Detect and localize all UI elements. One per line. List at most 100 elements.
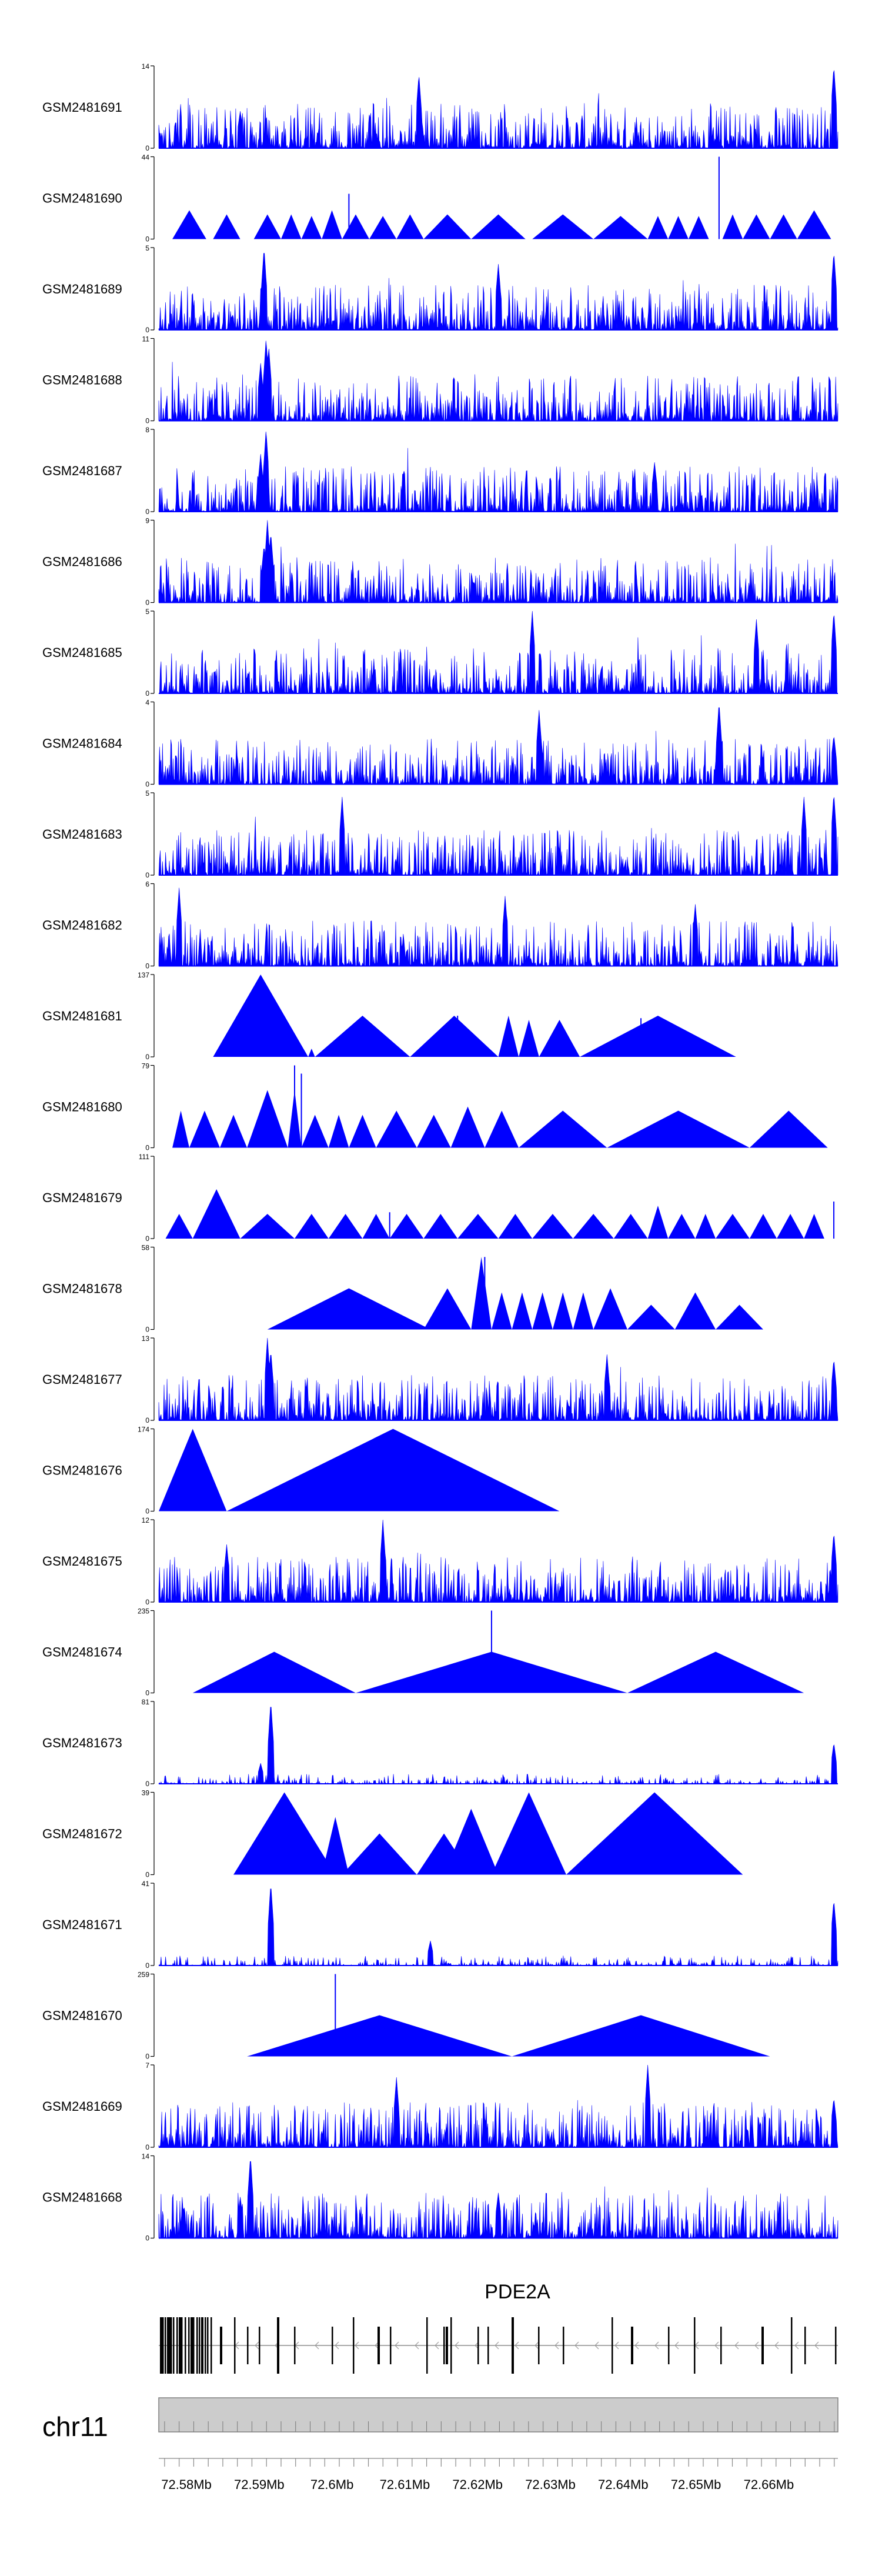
signal-triangle xyxy=(450,1106,485,1148)
y-max-label: 5 xyxy=(145,608,149,616)
signal-triangle xyxy=(770,214,797,239)
exon xyxy=(512,2317,514,2374)
exon xyxy=(538,2327,540,2364)
y-max-label: 8 xyxy=(145,426,149,434)
signal-triangle xyxy=(423,214,472,239)
strand-arrow xyxy=(654,2341,659,2350)
y-min-label: 0 xyxy=(145,1871,149,1879)
strand-arrow xyxy=(355,2341,359,2350)
signal-area xyxy=(158,610,838,695)
track-GSM2481687: GSM2481687 8 0 xyxy=(42,426,838,516)
y-max-label: 58 xyxy=(142,1244,150,1252)
signal-triangle xyxy=(532,1292,553,1330)
track-GSM2481680: GSM2481680 79 0 xyxy=(42,1062,828,1152)
signal-triangle xyxy=(165,1214,193,1239)
signal-triangle xyxy=(512,2015,770,2057)
signal-triangle xyxy=(647,1206,669,1239)
track-name: GSM2481681 xyxy=(42,1009,122,1023)
signal-triangle xyxy=(226,1429,560,1511)
signal-triangle xyxy=(233,1792,336,1875)
y-min-label: 0 xyxy=(145,1598,149,1606)
exon xyxy=(173,2317,175,2374)
strand-arrow xyxy=(794,2341,799,2350)
track-GSM2481668: GSM2481668 14 0 xyxy=(42,2153,838,2243)
signal-triangle xyxy=(580,1016,736,1057)
y-max-label: 41 xyxy=(142,1880,150,1888)
signal-triangle xyxy=(389,1214,424,1239)
strand-arrow xyxy=(714,2341,719,2350)
track-name: GSM2481675 xyxy=(42,1554,122,1569)
track-name: GSM2481680 xyxy=(42,1100,122,1115)
y-max-label: 6 xyxy=(145,880,149,889)
signal-triangle xyxy=(192,1189,240,1239)
track-GSM2481677: GSM2481677 13 0 xyxy=(42,1334,838,1424)
track-GSM2481685: GSM2481685 5 0 xyxy=(42,608,838,698)
strand-arrow xyxy=(335,2341,339,2350)
track-name: GSM2481669 xyxy=(42,2099,122,2114)
signal-triangle xyxy=(797,210,831,239)
track-GSM2481672: GSM2481672 39 0 xyxy=(42,1789,743,1879)
signal-triangle xyxy=(301,216,322,239)
strand-arrow xyxy=(255,2341,259,2350)
exon xyxy=(390,2327,392,2364)
y-min-label: 0 xyxy=(145,871,149,879)
track-name: GSM2481682 xyxy=(42,918,122,933)
y-min-label: 0 xyxy=(145,689,149,698)
signal-triangle xyxy=(613,1214,648,1239)
exon xyxy=(220,2327,222,2364)
signal-triangle xyxy=(159,1429,227,1511)
signal-triangle xyxy=(743,214,770,239)
track-GSM2481681: GSM2481681 137 0 xyxy=(42,971,736,1061)
track-GSM2481686: GSM2481686 9 0 xyxy=(42,517,838,607)
strand-arrow xyxy=(315,2341,319,2350)
exon xyxy=(259,2327,260,2364)
signal-triangle xyxy=(322,1817,349,1875)
signal-triangle xyxy=(593,216,648,239)
signal-triangle xyxy=(519,1020,539,1057)
signal-area xyxy=(158,1337,838,1422)
track-name: GSM2481677 xyxy=(42,1372,122,1387)
signal-triangle xyxy=(362,1214,390,1239)
signal-triangle xyxy=(512,1292,533,1330)
x-tick-label: 72.66Mb xyxy=(744,2477,794,2492)
signal-triangle xyxy=(219,1115,248,1148)
signal-triangle xyxy=(349,1115,376,1148)
exon xyxy=(332,2327,333,2364)
signal-triangle xyxy=(607,1110,750,1148)
track-GSM2481670: GSM2481670 259 0 xyxy=(42,1971,770,2061)
signal-triangle xyxy=(716,1304,763,1330)
signal-tracks: GSM2481691140GSM2481690440GSM248168950GS… xyxy=(42,62,838,2243)
chromosome-label: chr11 xyxy=(42,2411,108,2442)
signal-area xyxy=(158,2161,838,2239)
track-name: GSM2481670 xyxy=(42,2008,122,2023)
signal-triangle xyxy=(189,1110,220,1148)
strand-arrow xyxy=(574,2341,579,2350)
strand-arrow xyxy=(774,2341,779,2350)
signal-triangle xyxy=(328,1214,363,1239)
track-GSM2481690: GSM2481690 44 0 xyxy=(42,154,831,243)
signal-triangle xyxy=(416,1115,451,1148)
x-tick-label: 72.61Mb xyxy=(380,2477,430,2492)
signal-triangle xyxy=(573,1292,594,1330)
signal-triangle xyxy=(240,1214,295,1239)
y-max-label: 14 xyxy=(142,2153,150,2161)
y-max-label: 137 xyxy=(138,971,149,979)
exon xyxy=(426,2317,428,2374)
signal-area xyxy=(158,707,838,785)
track-name: GSM2481672 xyxy=(42,1827,122,1841)
signal-triangle xyxy=(674,1292,716,1330)
y-min-label: 0 xyxy=(145,2143,149,2151)
track-GSM2481669: GSM2481669 7 0 xyxy=(42,2061,838,2151)
strand-arrow xyxy=(415,2341,419,2350)
signal-triangle xyxy=(444,1808,499,1875)
signal-triangle xyxy=(668,1214,696,1239)
y-max-label: 39 xyxy=(142,1789,150,1797)
signal-triangle xyxy=(376,1110,417,1148)
exon xyxy=(477,2327,479,2364)
exon xyxy=(193,2317,195,2374)
signal-triangle xyxy=(491,1792,566,1875)
signal-area xyxy=(158,341,838,422)
exon xyxy=(196,2317,198,2374)
track-GSM2481689: GSM2481689 5 0 xyxy=(42,244,838,334)
track-name: GSM2481673 xyxy=(42,1736,122,1750)
